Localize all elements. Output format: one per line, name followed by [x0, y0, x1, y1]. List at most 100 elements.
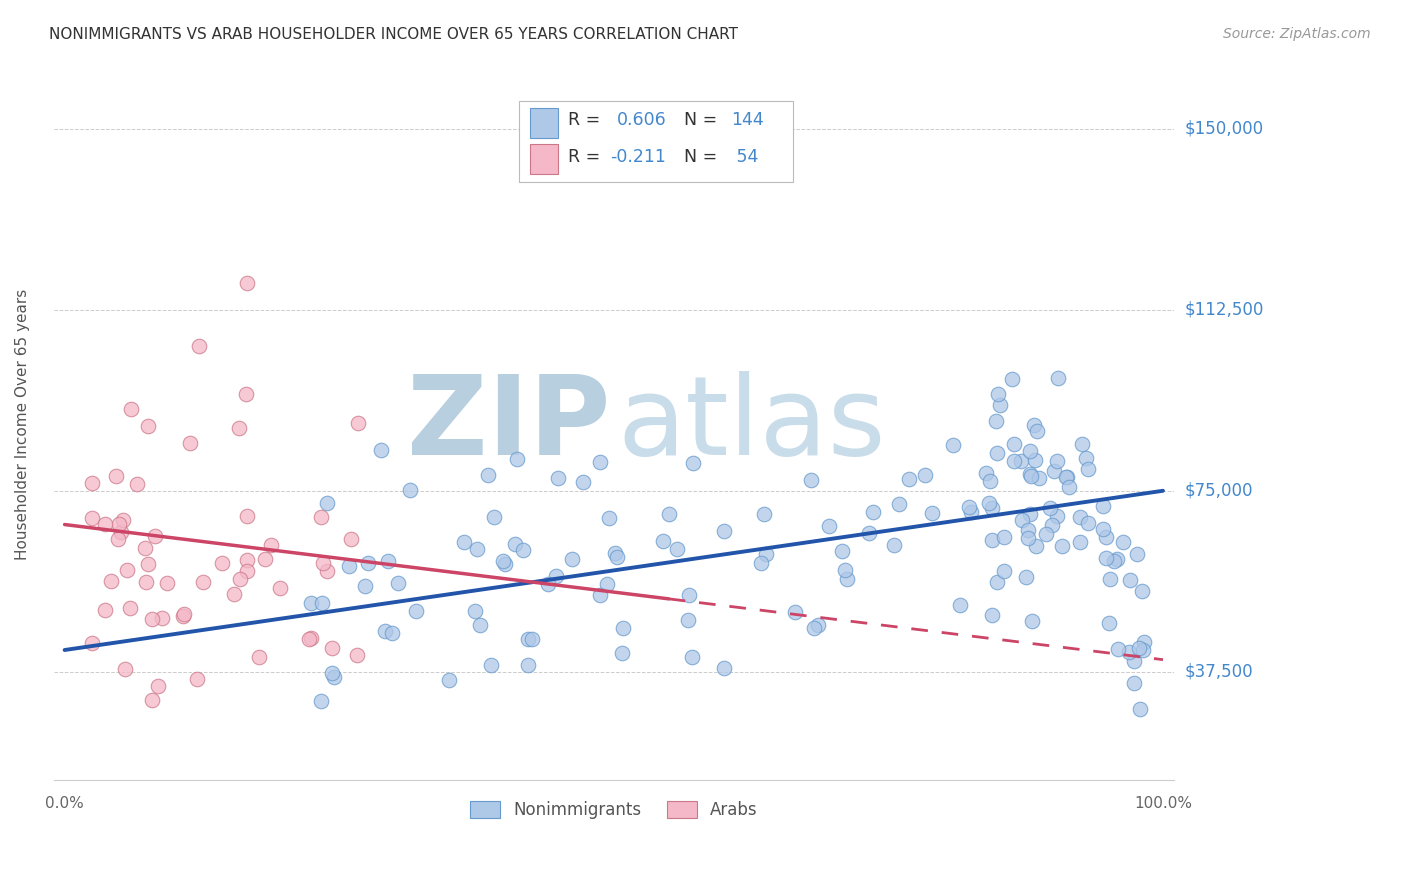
Point [612, 621, 634, 635]
Point [658, 507, 681, 521]
Point [143, 529, 166, 543]
Point [1091, 522, 1114, 536]
Text: ZIP: ZIP [408, 371, 610, 478]
Point [1022, 418, 1045, 433]
Point [405, 604, 427, 618]
Point [136, 418, 159, 433]
Point [1054, 470, 1077, 484]
Point [959, 505, 981, 519]
Point [464, 603, 486, 617]
Point [1107, 641, 1129, 656]
Point [269, 581, 291, 595]
Text: R =: R = [568, 112, 606, 129]
Point [191, 575, 214, 590]
Point [651, 534, 673, 549]
Point [980, 533, 1002, 547]
Point [588, 588, 610, 602]
Point [986, 575, 1008, 590]
Point [979, 496, 1001, 510]
Point [235, 387, 257, 401]
Text: Source: ZipAtlas.com: Source: ZipAtlas.com [1223, 27, 1371, 41]
Point [1026, 424, 1049, 438]
Point [309, 694, 332, 708]
Point [100, 574, 122, 588]
Point [807, 618, 830, 632]
Point [115, 564, 138, 578]
Point [1123, 676, 1146, 690]
Point [1015, 570, 1038, 584]
Point [150, 610, 173, 624]
Point [323, 670, 346, 684]
Point [1094, 530, 1116, 544]
Point [136, 558, 159, 572]
Point [173, 607, 195, 621]
Point [949, 598, 972, 612]
Point [974, 466, 997, 480]
Point [482, 510, 505, 524]
Text: $150,000: $150,000 [1185, 120, 1264, 138]
Point [477, 467, 499, 482]
Y-axis label: Householder Income Over 65 years: Householder Income Over 65 years [15, 289, 30, 560]
Point [82, 511, 104, 525]
FancyBboxPatch shape [519, 101, 793, 182]
Point [1099, 572, 1122, 586]
Point [1045, 508, 1067, 523]
Point [94, 603, 117, 617]
Text: $37,500: $37,500 [1185, 663, 1254, 681]
Point [1070, 437, 1092, 451]
Bar [530, 144, 558, 174]
Point [1105, 551, 1128, 566]
Point [321, 641, 343, 656]
Point [1046, 454, 1069, 468]
Point [465, 541, 488, 556]
Point [596, 576, 619, 591]
Point [222, 587, 245, 601]
Bar [530, 109, 558, 138]
Text: atlas: atlas [617, 371, 886, 478]
Point [993, 564, 1015, 578]
Text: 54: 54 [731, 148, 759, 167]
Point [339, 558, 361, 573]
Point [249, 650, 271, 665]
Point [749, 557, 772, 571]
Point [1059, 480, 1081, 494]
Point [1130, 583, 1153, 598]
Point [299, 596, 322, 610]
Point [1025, 539, 1047, 553]
Point [370, 442, 392, 457]
Point [987, 387, 1010, 401]
Point [120, 401, 142, 416]
Point [374, 624, 396, 639]
Point [179, 435, 201, 450]
Point [1019, 507, 1042, 521]
Point [298, 632, 321, 646]
Point [186, 673, 208, 687]
Point [858, 526, 880, 541]
Point [1043, 464, 1066, 478]
Point [211, 556, 233, 570]
Point [957, 500, 980, 514]
Point [1040, 517, 1063, 532]
Point [1129, 701, 1152, 715]
Point [309, 509, 332, 524]
Point [141, 693, 163, 707]
Point [235, 277, 257, 291]
Point [135, 574, 157, 589]
Point [512, 543, 534, 558]
Point [1002, 437, 1025, 451]
Point [506, 452, 529, 467]
Point [346, 648, 368, 662]
Point [316, 564, 339, 578]
Point [681, 650, 703, 665]
Point [713, 660, 735, 674]
Point [453, 535, 475, 549]
Point [505, 537, 527, 551]
Point [1050, 539, 1073, 553]
Point [921, 506, 943, 520]
Point [837, 572, 859, 586]
Point [1001, 372, 1024, 386]
Point [1038, 500, 1060, 515]
Text: NONIMMIGRANTS VS ARAB HOUSEHOLDER INCOME OVER 65 YEARS CORRELATION CHART: NONIMMIGRANTS VS ARAB HOUSEHOLDER INCOME… [49, 27, 738, 42]
Point [988, 398, 1011, 412]
Point [1091, 499, 1114, 513]
